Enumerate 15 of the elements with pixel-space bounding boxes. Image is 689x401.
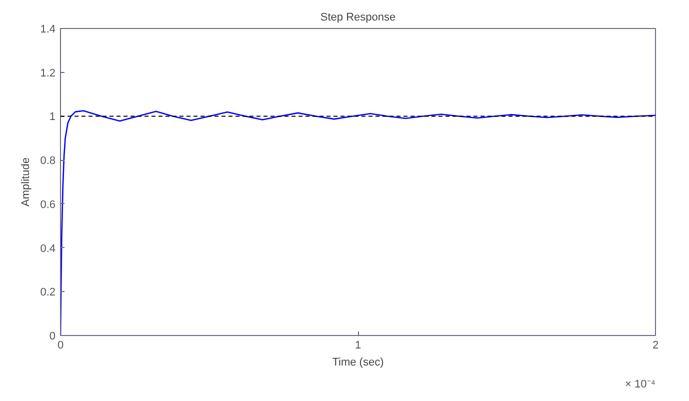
y-tick-label: 1 xyxy=(49,111,56,124)
x-tick-label: 1 xyxy=(354,340,362,352)
y-tick-label: 0.2 xyxy=(40,286,56,299)
y-tick-label: 1.2 xyxy=(40,67,56,80)
x-tick-label: 0 xyxy=(57,340,64,352)
x-tick-label: 2 xyxy=(652,340,659,352)
y-tick-label: 1.4 xyxy=(40,24,56,36)
y-tick-label: 0.6 xyxy=(40,198,56,211)
y-axis-title: Amplitude xyxy=(20,158,32,206)
chart-title: Step Response xyxy=(320,12,396,24)
y-tick-label: 0.8 xyxy=(40,155,56,168)
y-tick-label: 0 xyxy=(49,330,56,342)
text: × 10⁻⁴ xyxy=(625,378,656,390)
x-axis-title: Time (sec) xyxy=(332,356,384,368)
y-tick-label: 0.4 xyxy=(40,242,56,255)
